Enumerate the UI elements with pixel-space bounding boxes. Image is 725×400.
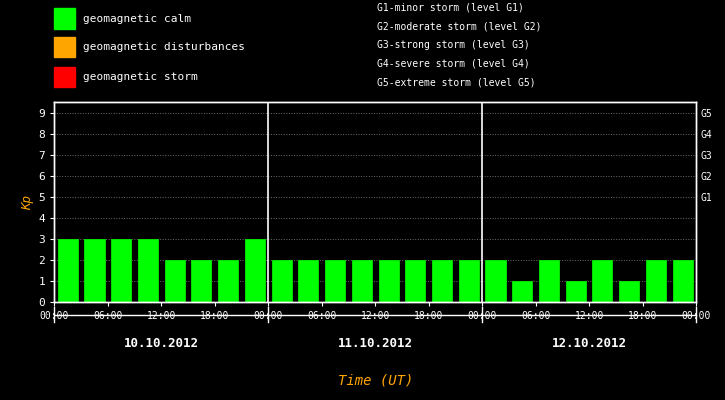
- Bar: [459, 260, 478, 302]
- Text: 10.10.2012: 10.10.2012: [124, 337, 199, 350]
- Bar: [138, 239, 158, 302]
- Bar: [592, 260, 613, 302]
- Bar: [54, 8, 75, 29]
- Bar: [325, 260, 345, 302]
- Bar: [619, 281, 639, 302]
- Bar: [191, 260, 212, 302]
- Bar: [673, 260, 692, 302]
- Text: G1-minor storm (level G1): G1-minor storm (level G1): [377, 2, 524, 12]
- Bar: [111, 239, 131, 302]
- Bar: [298, 260, 318, 302]
- Y-axis label: Kp: Kp: [22, 194, 34, 210]
- Bar: [272, 260, 291, 302]
- Bar: [646, 260, 666, 302]
- Bar: [245, 239, 265, 302]
- Bar: [486, 260, 505, 302]
- Text: 11.10.2012: 11.10.2012: [338, 337, 413, 350]
- Bar: [539, 260, 559, 302]
- Bar: [432, 260, 452, 302]
- Bar: [378, 260, 399, 302]
- Bar: [165, 260, 185, 302]
- Bar: [405, 260, 426, 302]
- Text: 12.10.2012: 12.10.2012: [552, 337, 626, 350]
- Text: G4-severe storm (level G4): G4-severe storm (level G4): [377, 59, 530, 69]
- Text: geomagnetic storm: geomagnetic storm: [83, 72, 198, 82]
- Bar: [566, 281, 586, 302]
- Bar: [352, 260, 372, 302]
- Bar: [84, 239, 104, 302]
- Text: geomagnetic disturbances: geomagnetic disturbances: [83, 42, 245, 52]
- Text: geomagnetic calm: geomagnetic calm: [83, 14, 191, 24]
- Bar: [512, 281, 532, 302]
- Bar: [218, 260, 239, 302]
- Text: G3-strong storm (level G3): G3-strong storm (level G3): [377, 40, 530, 50]
- Text: G5-extreme storm (level G5): G5-extreme storm (level G5): [377, 78, 536, 88]
- Bar: [54, 37, 75, 57]
- Text: Time (UT): Time (UT): [338, 374, 413, 387]
- Text: G2-moderate storm (level G2): G2-moderate storm (level G2): [377, 21, 542, 31]
- Bar: [54, 67, 75, 88]
- Bar: [58, 239, 78, 302]
